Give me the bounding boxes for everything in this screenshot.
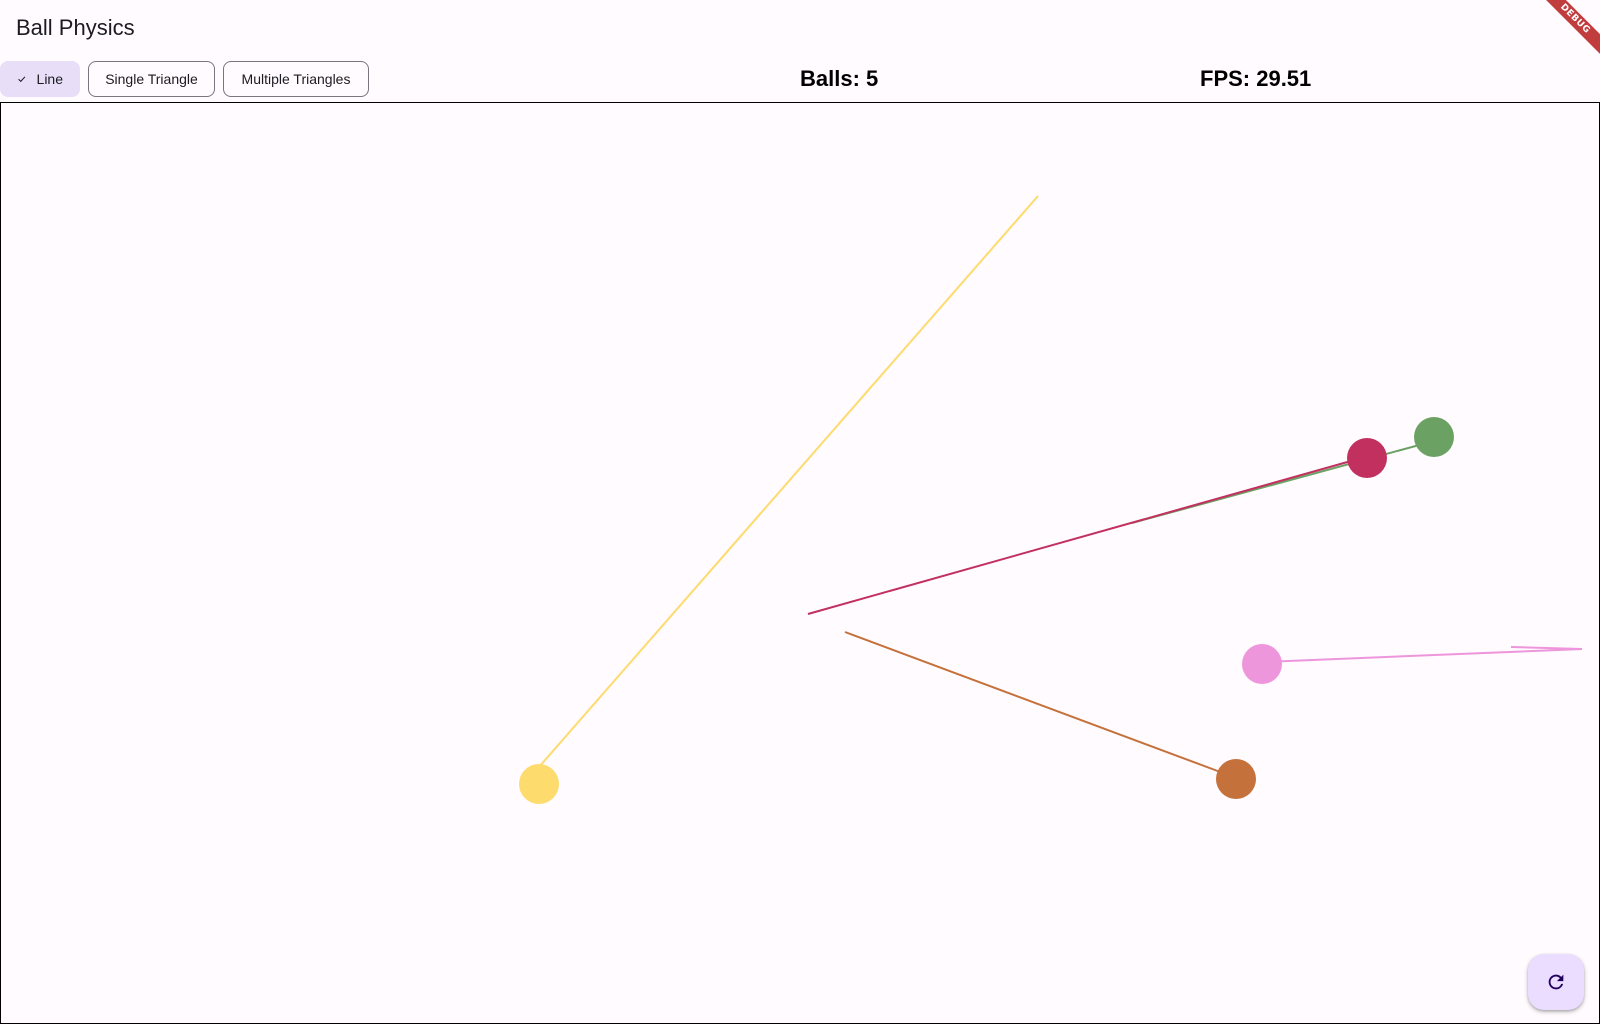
ball-trail-orange (844, 631, 1224, 774)
ball-orange (1216, 759, 1256, 799)
app-title: Ball Physics (16, 15, 135, 40)
toolbar: Line Single Triangle Multiple Triangles … (0, 60, 1600, 100)
ball-crimson (1347, 438, 1387, 478)
ball-green (1414, 417, 1454, 457)
mode-button-line[interactable]: Line (0, 61, 80, 97)
ball-trail-crimson (807, 460, 1352, 615)
app-bar: Ball Physics (0, 0, 1600, 56)
ball-count: Balls: 5 (800, 66, 879, 91)
fps-counter: FPS: 29.51 (1200, 66, 1312, 91)
ball-trail-pink (1262, 646, 1583, 663)
mode-button-multiple-triangles[interactable]: Multiple Triangles (223, 61, 369, 97)
ball-trail-yellow (538, 195, 1039, 768)
mode-button-label: Line (36, 71, 63, 87)
ball-pink (1242, 644, 1282, 684)
refresh-icon (1548, 974, 1564, 990)
simulation-svg (519, 195, 1583, 804)
simulation-canvas[interactable] (0, 102, 1600, 1024)
ball-yellow (519, 764, 559, 804)
mode-button-single-triangle[interactable]: Single Triangle (88, 61, 215, 97)
check-icon (18, 76, 26, 83)
reset-button[interactable] (1528, 954, 1584, 1010)
mode-button-label: Multiple Triangles (241, 71, 351, 87)
mode-button-label: Single Triangle (105, 71, 198, 87)
